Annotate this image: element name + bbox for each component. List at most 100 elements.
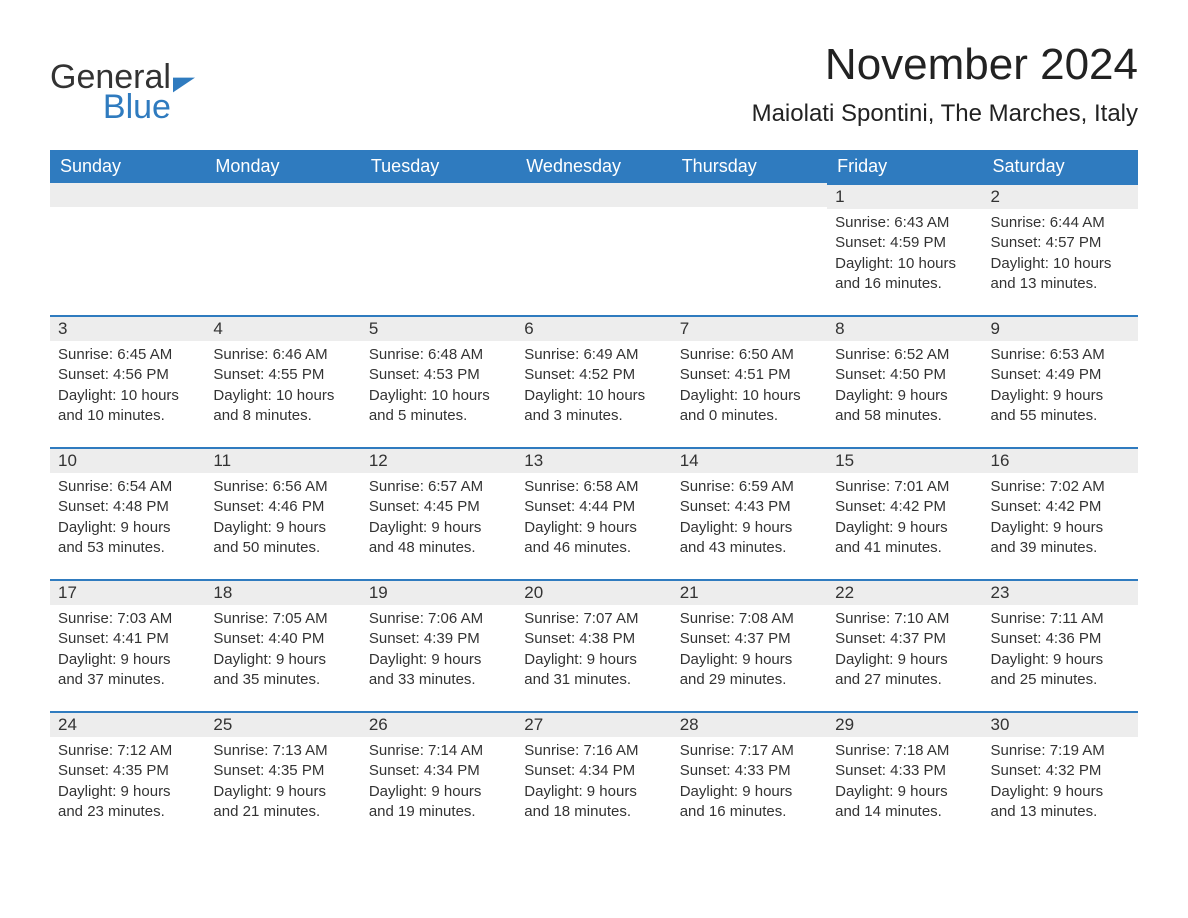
sunrise-text: Sunrise: 7:16 AM xyxy=(524,741,663,761)
sunrise-text: Sunrise: 7:17 AM xyxy=(680,741,819,761)
day-number: 14 xyxy=(672,447,827,473)
calendar-week-row: 10Sunrise: 6:54 AMSunset: 4:48 PMDayligh… xyxy=(50,447,1138,579)
day-number: 23 xyxy=(983,579,1138,605)
sunset-text: Sunset: 4:39 PM xyxy=(369,629,508,649)
day-number: 26 xyxy=(361,711,516,737)
sunrise-text: Sunrise: 6:44 AM xyxy=(991,213,1130,233)
calendar-day-cell xyxy=(50,183,205,315)
calendar-day-cell xyxy=(516,183,671,315)
calendar-header-row: SundayMondayTuesdayWednesdayThursdayFrid… xyxy=(50,150,1138,183)
page-header: General Blue November 2024 Maiolati Spon… xyxy=(50,40,1138,142)
sunset-text: Sunset: 4:57 PM xyxy=(991,233,1130,253)
calendar-day-cell: 23 Sunrise: 7:11 AMSunset: 4:36 PMDayligh… xyxy=(983,579,1138,711)
calendar-day-cell xyxy=(361,183,516,315)
day-number: 15 xyxy=(827,447,982,473)
day-details: Sunrise: 7:18 AMSunset: 4:33 PMDaylight:… xyxy=(827,737,982,830)
day-number: 2 xyxy=(983,183,1138,209)
daylight-text: Daylight: 9 hours and 50 minutes. xyxy=(213,518,352,559)
calendar-day-cell: 10Sunrise: 6:54 AMSunset: 4:48 PMDayligh… xyxy=(50,447,205,579)
daylight-text: Daylight: 9 hours and 14 minutes. xyxy=(835,782,974,823)
calendar-day-cell: 8Sunrise: 6:52 AMSunset: 4:50 PMDaylight… xyxy=(827,315,982,447)
sunset-text: Sunset: 4:42 PM xyxy=(835,497,974,517)
day-details: Sunrise: 7:16 AMSunset: 4:34 PMDaylight:… xyxy=(516,737,671,830)
weekday-header: Thursday xyxy=(672,150,827,183)
daylight-text: Daylight: 10 hours and 5 minutes. xyxy=(369,386,508,427)
empty-day-bar xyxy=(672,183,827,207)
day-details: Sunrise: 6:46 AMSunset: 4:55 PMDaylight:… xyxy=(205,341,360,434)
calendar-day-cell: 17Sunrise: 7:03 AMSunset: 4:41 PMDayligh… xyxy=(50,579,205,711)
sunrise-text: Sunrise: 7:14 AM xyxy=(369,741,508,761)
day-number: 5 xyxy=(361,315,516,341)
day-details: Sunrise: 6:57 AMSunset: 4:45 PMDaylight:… xyxy=(361,473,516,566)
weekday-header: Saturday xyxy=(983,150,1138,183)
daylight-text: Daylight: 9 hours and 46 minutes. xyxy=(524,518,663,559)
day-number: 20 xyxy=(516,579,671,605)
sunrise-text: Sunrise: 7:12 AM xyxy=(58,741,197,761)
daylight-text: Daylight: 10 hours and 10 minutes. xyxy=(58,386,197,427)
sunrise-text: Sunrise: 7:07 AM xyxy=(524,609,663,629)
calendar-week-row: 17Sunrise: 7:03 AMSunset: 4:41 PMDayligh… xyxy=(50,579,1138,711)
calendar-day-cell: 6Sunrise: 6:49 AMSunset: 4:52 PMDaylight… xyxy=(516,315,671,447)
calendar-week-row: 24Sunrise: 7:12 AMSunset: 4:35 PMDayligh… xyxy=(50,711,1138,843)
daylight-text: Daylight: 9 hours and 43 minutes. xyxy=(680,518,819,559)
calendar-day-cell: 28Sunrise: 7:17 AMSunset: 4:33 PMDayligh… xyxy=(672,711,827,843)
sunrise-text: Sunrise: 7:11 AM xyxy=(991,609,1130,629)
day-details: Sunrise: 6:54 AMSunset: 4:48 PMDaylight:… xyxy=(50,473,205,566)
day-details: Sunrise: 6:48 AMSunset: 4:53 PMDaylight:… xyxy=(361,341,516,434)
sunrise-text: Sunrise: 7:03 AM xyxy=(58,609,197,629)
day-details: Sunrise: 6:53 AMSunset: 4:49 PMDaylight:… xyxy=(983,341,1138,434)
day-details: Sunrise: 6:56 AMSunset: 4:46 PMDaylight:… xyxy=(205,473,360,566)
calendar-day-cell xyxy=(205,183,360,315)
daylight-text: Daylight: 9 hours and 53 minutes. xyxy=(58,518,197,559)
daylight-text: Daylight: 9 hours and 16 minutes. xyxy=(680,782,819,823)
day-number: 19 xyxy=(361,579,516,605)
calendar-day-cell: 27Sunrise: 7:16 AMSunset: 4:34 PMDayligh… xyxy=(516,711,671,843)
day-number: 4 xyxy=(205,315,360,341)
day-details: Sunrise: 7:12 AMSunset: 4:35 PMDaylight:… xyxy=(50,737,205,830)
daylight-text: Daylight: 9 hours and 35 minutes. xyxy=(213,650,352,691)
day-number: 13 xyxy=(516,447,671,473)
day-number: 7 xyxy=(672,315,827,341)
logo: General Blue xyxy=(50,40,195,124)
sunrise-text: Sunrise: 6:57 AM xyxy=(369,477,508,497)
sunset-text: Sunset: 4:42 PM xyxy=(991,497,1130,517)
calendar-day-cell: 25Sunrise: 7:13 AMSunset: 4:35 PMDayligh… xyxy=(205,711,360,843)
calendar-day-cell: 11Sunrise: 6:56 AMSunset: 4:46 PMDayligh… xyxy=(205,447,360,579)
calendar-day-cell: 21Sunrise: 7:08 AMSunset: 4:37 PMDayligh… xyxy=(672,579,827,711)
day-number: 12 xyxy=(361,447,516,473)
sunset-text: Sunset: 4:40 PM xyxy=(213,629,352,649)
daylight-text: Daylight: 10 hours and 8 minutes. xyxy=(213,386,352,427)
calendar-day-cell: 2Sunrise: 6:44 AMSunset: 4:57 PMDaylight… xyxy=(983,183,1138,315)
sunset-text: Sunset: 4:48 PM xyxy=(58,497,197,517)
daylight-text: Daylight: 9 hours and 48 minutes. xyxy=(369,518,508,559)
sunrise-text: Sunrise: 7:13 AM xyxy=(213,741,352,761)
day-details: Sunrise: 7:02 AMSunset: 4:42 PMDaylight:… xyxy=(983,473,1138,566)
calendar-day-cell: 24Sunrise: 7:12 AMSunset: 4:35 PMDayligh… xyxy=(50,711,205,843)
sunset-text: Sunset: 4:36 PM xyxy=(991,629,1130,649)
month-title: November 2024 xyxy=(752,40,1138,90)
daylight-text: Daylight: 10 hours and 16 minutes. xyxy=(835,254,974,295)
day-details: Sunrise: 6:58 AMSunset: 4:44 PMDaylight:… xyxy=(516,473,671,566)
day-details: Sunrise: 7:13 AMSunset: 4:35 PMDaylight:… xyxy=(205,737,360,830)
sunrise-text: Sunrise: 7:05 AM xyxy=(213,609,352,629)
calendar-day-cell: 15Sunrise: 7:01 AMSunset: 4:42 PMDayligh… xyxy=(827,447,982,579)
day-details: Sunrise: 6:59 AMSunset: 4:43 PMDaylight:… xyxy=(672,473,827,566)
day-number: 25 xyxy=(205,711,360,737)
day-number: 1 xyxy=(827,183,982,209)
sunset-text: Sunset: 4:34 PM xyxy=(369,761,508,781)
sunrise-text: Sunrise: 6:45 AM xyxy=(58,345,197,365)
sunrise-text: Sunrise: 7:02 AM xyxy=(991,477,1130,497)
logo-text: General Blue xyxy=(50,60,171,124)
daylight-text: Daylight: 9 hours and 25 minutes. xyxy=(991,650,1130,691)
day-details: Sunrise: 7:05 AMSunset: 4:40 PMDaylight:… xyxy=(205,605,360,698)
location-subtitle: Maiolati Spontini, The Marches, Italy xyxy=(752,100,1138,128)
daylight-text: Daylight: 10 hours and 0 minutes. xyxy=(680,386,819,427)
calendar-day-cell: 12Sunrise: 6:57 AMSunset: 4:45 PMDayligh… xyxy=(361,447,516,579)
calendar-day-cell: 26Sunrise: 7:14 AMSunset: 4:34 PMDayligh… xyxy=(361,711,516,843)
day-details: Sunrise: 6:50 AMSunset: 4:51 PMDaylight:… xyxy=(672,341,827,434)
day-number: 22 xyxy=(827,579,982,605)
day-number: 21 xyxy=(672,579,827,605)
sunset-text: Sunset: 4:59 PM xyxy=(835,233,974,253)
calendar-week-row: 3Sunrise: 6:45 AMSunset: 4:56 PMDaylight… xyxy=(50,315,1138,447)
logo-flag-icon xyxy=(173,74,195,96)
